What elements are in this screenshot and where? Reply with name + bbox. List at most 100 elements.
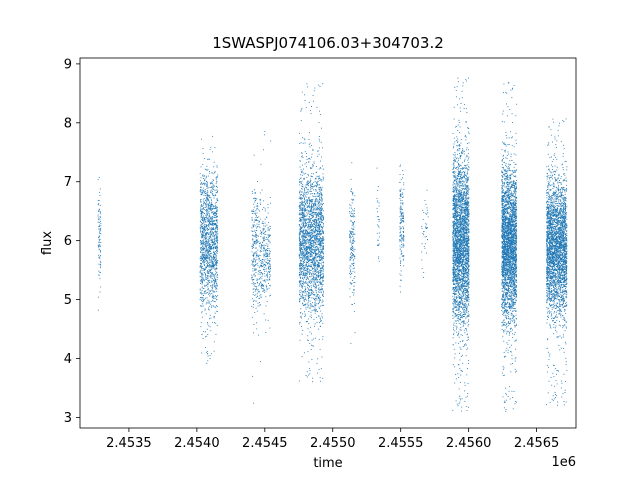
data-point <box>323 261 325 263</box>
data-point <box>200 211 202 213</box>
data-point <box>311 233 313 235</box>
data-point <box>303 215 305 217</box>
data-point <box>311 280 313 282</box>
data-point <box>265 270 267 272</box>
data-point <box>311 206 313 208</box>
data-point <box>256 205 258 207</box>
data-point <box>310 304 312 306</box>
data-point <box>304 269 305 271</box>
data-point <box>299 207 301 209</box>
data-point <box>321 242 323 244</box>
data-point <box>311 297 313 299</box>
data-point <box>258 221 260 223</box>
data-point <box>310 229 312 231</box>
data-point <box>316 106 318 108</box>
data-point <box>98 211 100 213</box>
data-point <box>399 190 401 192</box>
data-point <box>202 199 204 201</box>
data-point <box>320 277 322 279</box>
data-point <box>310 273 312 275</box>
data-point <box>300 240 302 242</box>
data-point <box>314 268 316 270</box>
data-point <box>204 242 206 244</box>
data-point <box>254 225 256 227</box>
data-point <box>300 219 301 221</box>
data-point <box>310 252 312 254</box>
data-point <box>308 226 310 228</box>
data-point <box>318 205 320 207</box>
data-point <box>301 263 303 265</box>
data-point <box>215 243 217 245</box>
data-point <box>303 304 305 305</box>
data-point <box>203 219 205 221</box>
data-point <box>251 192 253 194</box>
data-point <box>316 281 318 283</box>
data-point <box>301 292 303 294</box>
data-point <box>318 269 320 271</box>
data-point <box>299 298 300 300</box>
data-point <box>309 193 311 195</box>
data-point <box>307 199 309 201</box>
data-point <box>311 288 312 290</box>
data-point <box>320 167 322 169</box>
data-point <box>213 247 215 249</box>
data-point <box>302 271 304 273</box>
data-point <box>320 141 322 143</box>
data-point <box>201 212 203 214</box>
data-point <box>210 306 212 308</box>
data-point <box>299 160 301 162</box>
data-point <box>426 227 428 229</box>
data-point <box>319 317 321 319</box>
data-point <box>317 218 319 220</box>
data-point <box>319 278 321 280</box>
data-point <box>207 261 209 263</box>
data-point <box>317 208 319 210</box>
data-point <box>199 224 201 226</box>
data-point <box>309 269 311 271</box>
data-point <box>255 231 256 233</box>
data-point <box>307 272 308 274</box>
data-point <box>201 259 203 260</box>
data-point <box>213 341 215 343</box>
data-point <box>210 260 212 262</box>
data-point <box>213 266 215 267</box>
data-point <box>201 257 203 259</box>
data-point <box>301 212 303 214</box>
data-point <box>307 206 309 208</box>
data-point <box>320 213 321 215</box>
data-point <box>307 246 308 248</box>
data-point <box>207 271 209 273</box>
data-point <box>314 248 315 250</box>
data-point <box>214 285 216 287</box>
data-point <box>215 219 217 221</box>
data-point <box>215 246 217 248</box>
data-point <box>312 230 314 232</box>
data-point <box>208 222 210 224</box>
data-point <box>209 302 210 304</box>
data-point <box>204 253 206 255</box>
data-point <box>322 147 323 149</box>
data-point <box>206 201 208 203</box>
data-point <box>310 206 312 208</box>
data-point <box>313 264 315 266</box>
data-point <box>309 281 311 283</box>
data-point <box>305 303 307 305</box>
data-point <box>349 259 351 261</box>
data-point <box>320 271 321 273</box>
data-point <box>206 275 208 277</box>
data-point <box>320 199 322 201</box>
data-point <box>308 292 310 294</box>
data-point <box>320 244 321 246</box>
data-point <box>253 203 255 205</box>
data-point <box>201 268 203 270</box>
data-point <box>309 248 311 250</box>
data-point <box>321 222 323 224</box>
data-point <box>200 208 202 210</box>
data-point <box>201 223 203 225</box>
data-point <box>209 205 211 206</box>
data-point <box>202 268 204 269</box>
data-point <box>312 258 314 260</box>
data-point <box>209 246 210 248</box>
data-point <box>206 183 208 185</box>
data-point <box>302 282 304 284</box>
